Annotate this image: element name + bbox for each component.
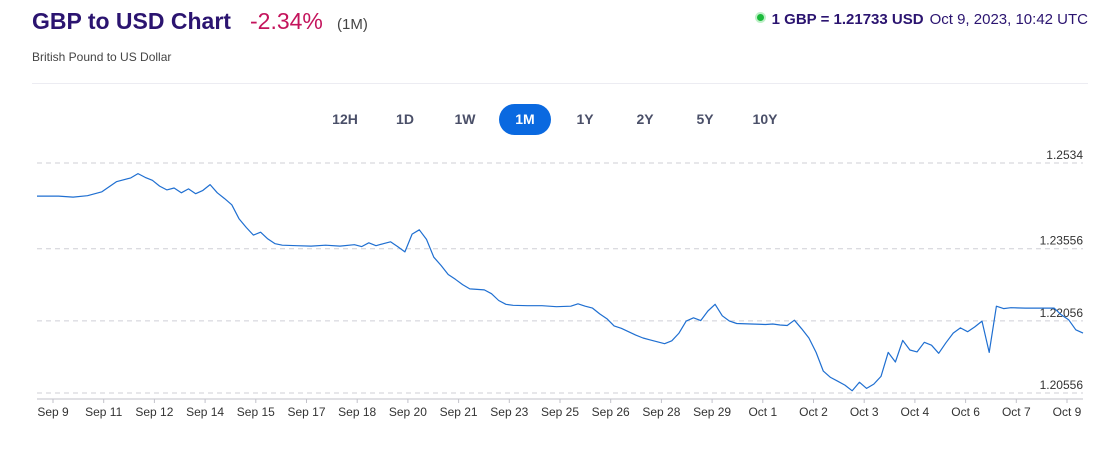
- series-line: [37, 173, 1084, 392]
- x-tick-label: Sep 28: [642, 405, 680, 419]
- x-tick-label: Sep 9: [37, 405, 69, 419]
- pair-subtitle: British Pound to US Dollar: [32, 50, 172, 64]
- x-tick-label: Oct 1: [748, 405, 777, 419]
- x-tick-label: Oct 4: [901, 405, 930, 419]
- x-tick-label: Sep 25: [541, 405, 579, 419]
- x-tick-label: Sep 20: [389, 405, 427, 419]
- x-tick-label: Sep 26: [592, 405, 630, 419]
- rate-timestamp: Oct 9, 2023, 10:42 UTC: [929, 11, 1088, 28]
- y-tick-label: 1.23556: [1040, 234, 1084, 248]
- live-status-icon: [754, 12, 766, 23]
- tab-1d[interactable]: 1D: [396, 111, 414, 127]
- x-tick-label: Sep 11: [85, 405, 122, 419]
- y-tick-label: 1.22056: [1040, 306, 1084, 320]
- x-tick-label: Sep 12: [135, 405, 173, 419]
- tab-1w[interactable]: 1W: [454, 111, 476, 127]
- y-tick-label: 1.20556: [1040, 378, 1084, 392]
- x-tick-label: Oct 6: [951, 405, 980, 419]
- tab-5y[interactable]: 5Y: [696, 111, 714, 127]
- x-tick-label: Oct 9: [1053, 405, 1082, 419]
- page-title: GBP to USD Chart: [32, 8, 231, 34]
- x-tick-label: Oct 2: [799, 405, 828, 419]
- x-tick-label: Sep 18: [338, 405, 376, 419]
- chart-header: GBP to USD Chart -2.34% (1M) British Pou…: [32, 8, 1088, 68]
- change-percent: -2.34%: [250, 8, 323, 34]
- x-tick-label: Sep 23: [490, 405, 528, 419]
- header-divider: [32, 83, 1088, 84]
- live-rate: 1 GBP = 1.21733 USD Oct 9, 2023, 10:42 UT…: [754, 11, 1088, 28]
- x-tick-label: Sep 15: [237, 405, 275, 419]
- tab-2y[interactable]: 2Y: [636, 111, 654, 127]
- period-label: (1M): [337, 16, 368, 33]
- tab-1m[interactable]: 1M: [499, 104, 551, 135]
- x-tick-label: Oct 3: [850, 405, 879, 419]
- x-tick-label: Sep 17: [287, 405, 325, 419]
- x-tick-label: Sep 14: [186, 405, 224, 419]
- time-range-tabs: 12H 1D 1W 1M 1Y 2Y 5Y 10Y: [0, 104, 1110, 135]
- price-chart[interactable]: 1.2534 1.23556 1.22056 1.20556 Sep 9 Sep 11 Se…: [0, 150, 1110, 430]
- rate-value: 1 GBP = 1.21733 USD: [771, 11, 924, 28]
- tab-1y[interactable]: 1Y: [576, 111, 594, 127]
- y-tick-label: 1.2534: [1046, 150, 1083, 162]
- x-tick-label: Sep 21: [440, 405, 478, 419]
- tab-12h[interactable]: 12H: [332, 111, 358, 127]
- tab-10y[interactable]: 10Y: [752, 111, 778, 127]
- x-tick-label: Oct 7: [1002, 405, 1031, 419]
- x-tick-label: Sep 29: [693, 405, 731, 419]
